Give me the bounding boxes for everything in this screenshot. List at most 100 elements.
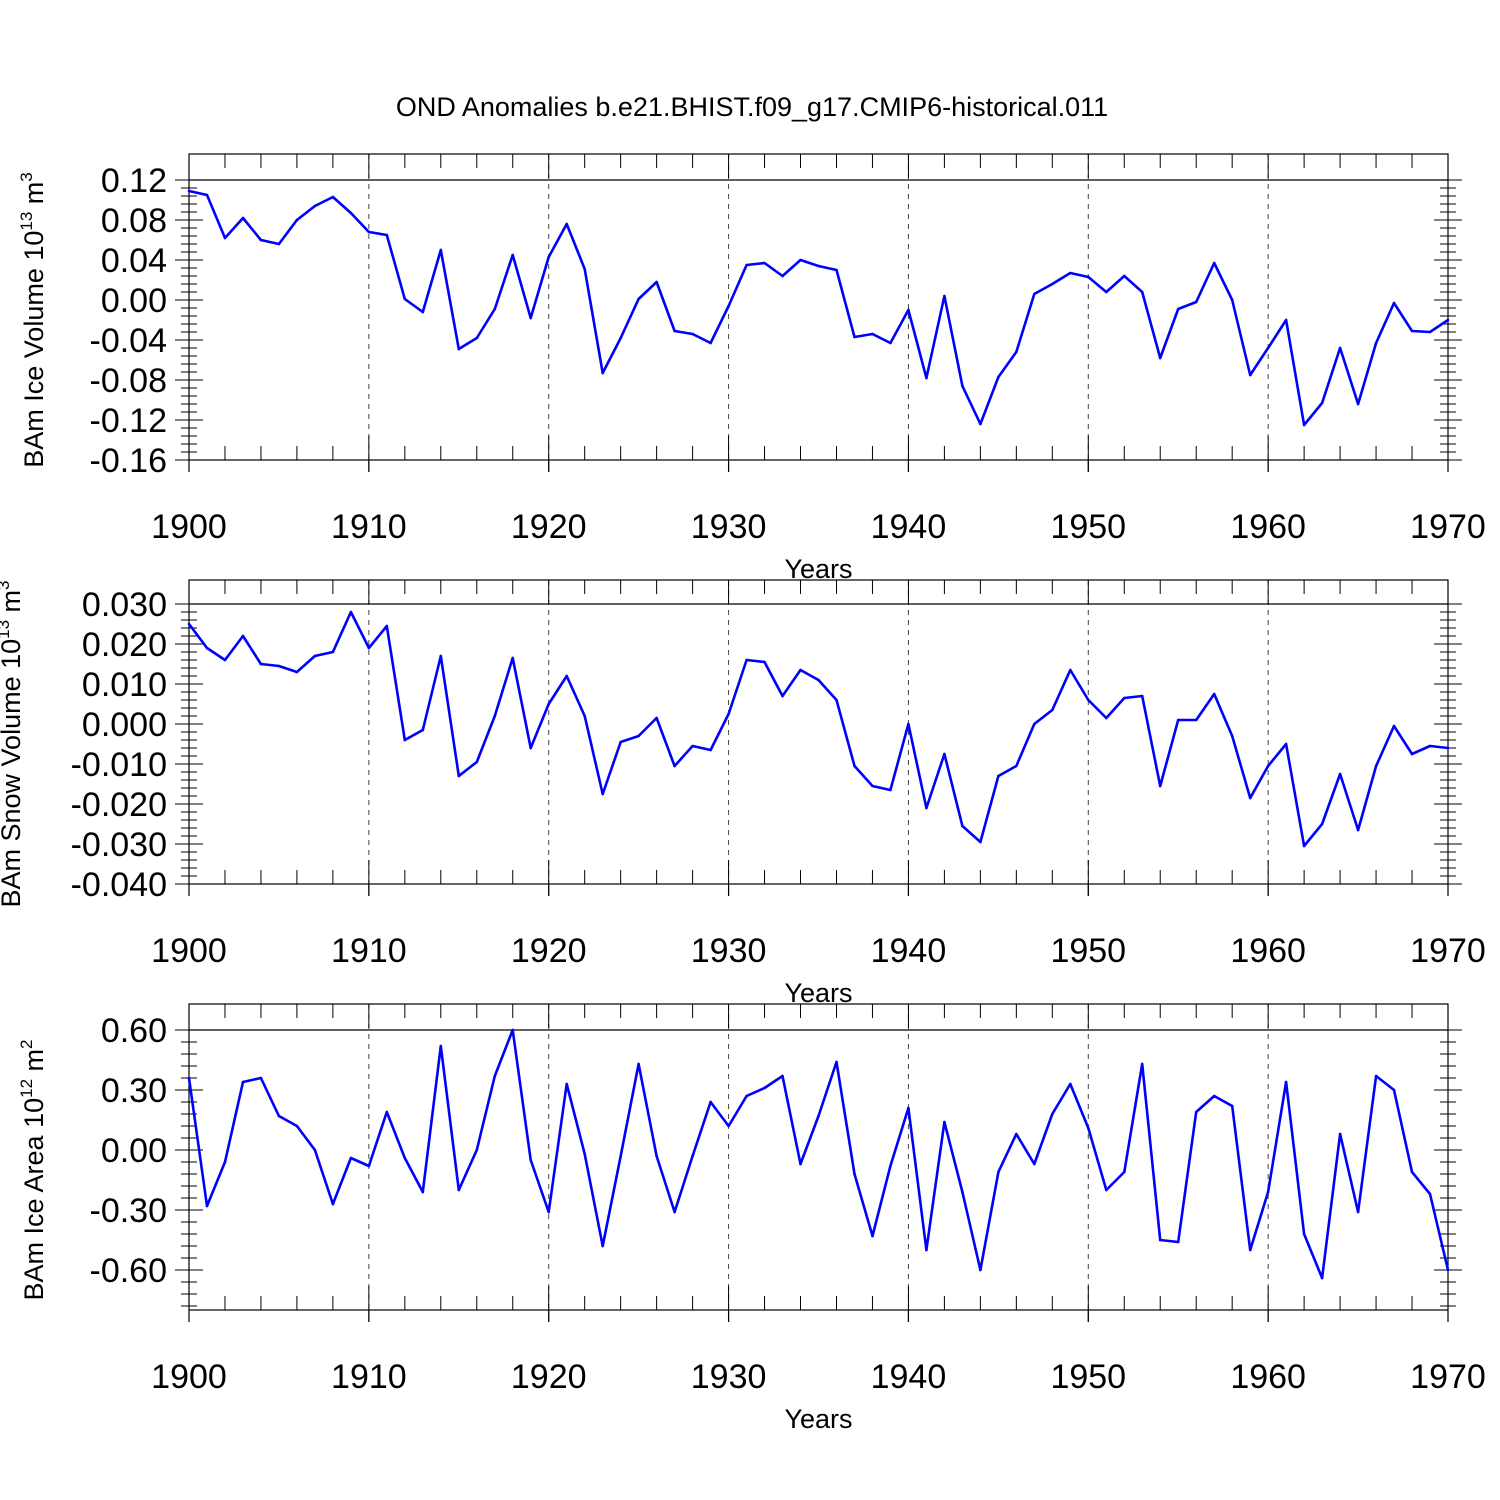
data-point-snow-volume — [403, 738, 407, 742]
data-point-ice-volume — [961, 384, 964, 388]
data-point-ice-area — [529, 1158, 532, 1162]
data-point-ice-area — [1356, 1210, 1360, 1214]
data-point-ice-volume — [637, 297, 640, 301]
x-tick-label: 1910 — [331, 932, 407, 970]
data-point-ice-area — [961, 1190, 964, 1194]
data-point-ice-area — [385, 1110, 389, 1114]
data-point-ice-area — [1230, 1104, 1234, 1108]
x-tick-label: 1960 — [1230, 1358, 1306, 1396]
y-tick-label: 0.30 — [101, 1072, 167, 1110]
data-point-snow-volume — [601, 792, 604, 796]
x-tick-label: 1910 — [331, 508, 407, 546]
data-point-ice-area — [943, 1120, 946, 1124]
data-point-ice-area — [1338, 1132, 1342, 1136]
data-point-snow-volume — [367, 646, 371, 650]
data-point-snow-volume — [1123, 696, 1126, 700]
data-point-ice-area — [925, 1248, 928, 1252]
x-tick-label: 1900 — [151, 508, 227, 546]
data-point-snow-volume — [925, 806, 928, 810]
data-point-snow-volume — [745, 658, 748, 662]
data-point-ice-area — [1087, 1126, 1090, 1130]
series-line-ice-area — [187, 1028, 1450, 1280]
data-point-ice-volume — [295, 218, 299, 222]
data-point-ice-area — [1212, 1094, 1216, 1098]
data-point-ice-volume — [979, 422, 982, 426]
data-point-ice-volume — [673, 329, 676, 333]
data-point-ice-volume — [691, 332, 694, 336]
y-tick-label: -0.16 — [90, 442, 168, 480]
y-tick-label: -0.020 — [71, 786, 167, 824]
data-point-snow-volume — [1446, 746, 1450, 750]
data-point-snow-volume — [313, 654, 317, 658]
y-axis-label-text: BAm Ice Area 10 — [19, 1098, 49, 1301]
data-point-ice-volume — [997, 375, 1000, 379]
data-point-snow-volume — [1392, 724, 1396, 728]
x-tick-label: 1950 — [1050, 932, 1126, 970]
data-point-ice-area — [1140, 1062, 1144, 1066]
data-point-snow-volume — [583, 714, 586, 718]
data-point-ice-volume — [763, 261, 766, 265]
data-point-snow-volume — [979, 840, 982, 844]
data-point-ice-volume — [565, 222, 568, 226]
data-point-snow-volume — [943, 752, 946, 756]
data-point-ice-volume — [421, 310, 425, 314]
data-point-ice-volume — [1320, 401, 1324, 405]
data-point-ice-volume — [1248, 373, 1252, 377]
data-point-snow-volume — [763, 660, 766, 664]
data-point-ice-volume — [709, 341, 712, 345]
data-point-snow-volume — [205, 646, 209, 650]
data-point-snow-volume — [907, 722, 910, 726]
data-point-ice-area — [1069, 1082, 1072, 1086]
data-point-snow-volume — [1212, 692, 1216, 696]
data-point-ice-area — [871, 1234, 874, 1238]
data-point-ice-volume — [799, 258, 802, 262]
data-point-snow-volume — [439, 654, 443, 658]
data-point-snow-volume — [1320, 822, 1324, 826]
y-axis-label: BAm Snow Volume 1013 m3 — [0, 580, 26, 907]
data-point-ice-volume — [727, 304, 730, 308]
data-point-snow-volume — [1248, 796, 1252, 800]
data-point-ice-volume — [1123, 274, 1126, 278]
data-point-snow-volume — [997, 774, 1000, 778]
y-tick-label: 0.000 — [82, 706, 167, 744]
y-tick-label: -0.010 — [71, 746, 167, 784]
data-point-ice-volume — [385, 233, 389, 237]
data-point-snow-volume — [1176, 718, 1180, 722]
figure-title: OND Anomalies b.e21.BHIST.f09_g17.CMIP6-… — [396, 92, 1108, 122]
y-tick-label: -0.60 — [90, 1252, 168, 1290]
data-point-ice-area — [1284, 1080, 1288, 1084]
y-axis-label-exponent: 12 — [17, 1079, 36, 1098]
data-point-snow-volume — [1033, 722, 1036, 726]
y-tick-label: 0.00 — [101, 1132, 167, 1170]
data-point-snow-volume — [889, 788, 892, 792]
data-point-ice-volume — [205, 193, 209, 197]
data-point-snow-volume — [655, 716, 658, 720]
y-tick-label: 0.030 — [82, 586, 167, 624]
data-point-snow-volume — [349, 610, 353, 614]
data-point-ice-volume — [349, 211, 353, 215]
data-point-snow-volume — [223, 658, 227, 662]
data-point-ice-area — [1266, 1190, 1270, 1194]
data-point-snow-volume — [1069, 668, 1072, 672]
data-point-ice-volume — [1230, 298, 1234, 302]
x-tick-label: 1920 — [511, 508, 587, 546]
data-point-ice-area — [817, 1114, 820, 1118]
data-point-ice-area — [1428, 1192, 1432, 1196]
data-point-ice-volume — [817, 264, 820, 268]
y-tick-label: 0.60 — [101, 1012, 167, 1050]
data-point-ice-area — [1392, 1088, 1396, 1092]
data-point-ice-volume — [313, 204, 317, 208]
data-point-ice-area — [799, 1162, 802, 1166]
data-point-ice-area — [853, 1172, 856, 1176]
x-tick-label: 1960 — [1230, 932, 1306, 970]
data-point-ice-area — [1320, 1276, 1324, 1280]
data-point-snow-volume — [1428, 744, 1432, 748]
data-point-ice-area — [367, 1164, 371, 1168]
plot-frame — [188, 153, 1449, 461]
x-tick-label: 1960 — [1230, 508, 1306, 546]
y-tick-label: -0.04 — [90, 322, 168, 360]
y-tick-label: 0.12 — [101, 162, 167, 200]
y-tick-label: 0.00 — [101, 282, 167, 320]
data-point-snow-volume — [619, 740, 622, 744]
data-point-ice-volume — [1087, 275, 1090, 279]
